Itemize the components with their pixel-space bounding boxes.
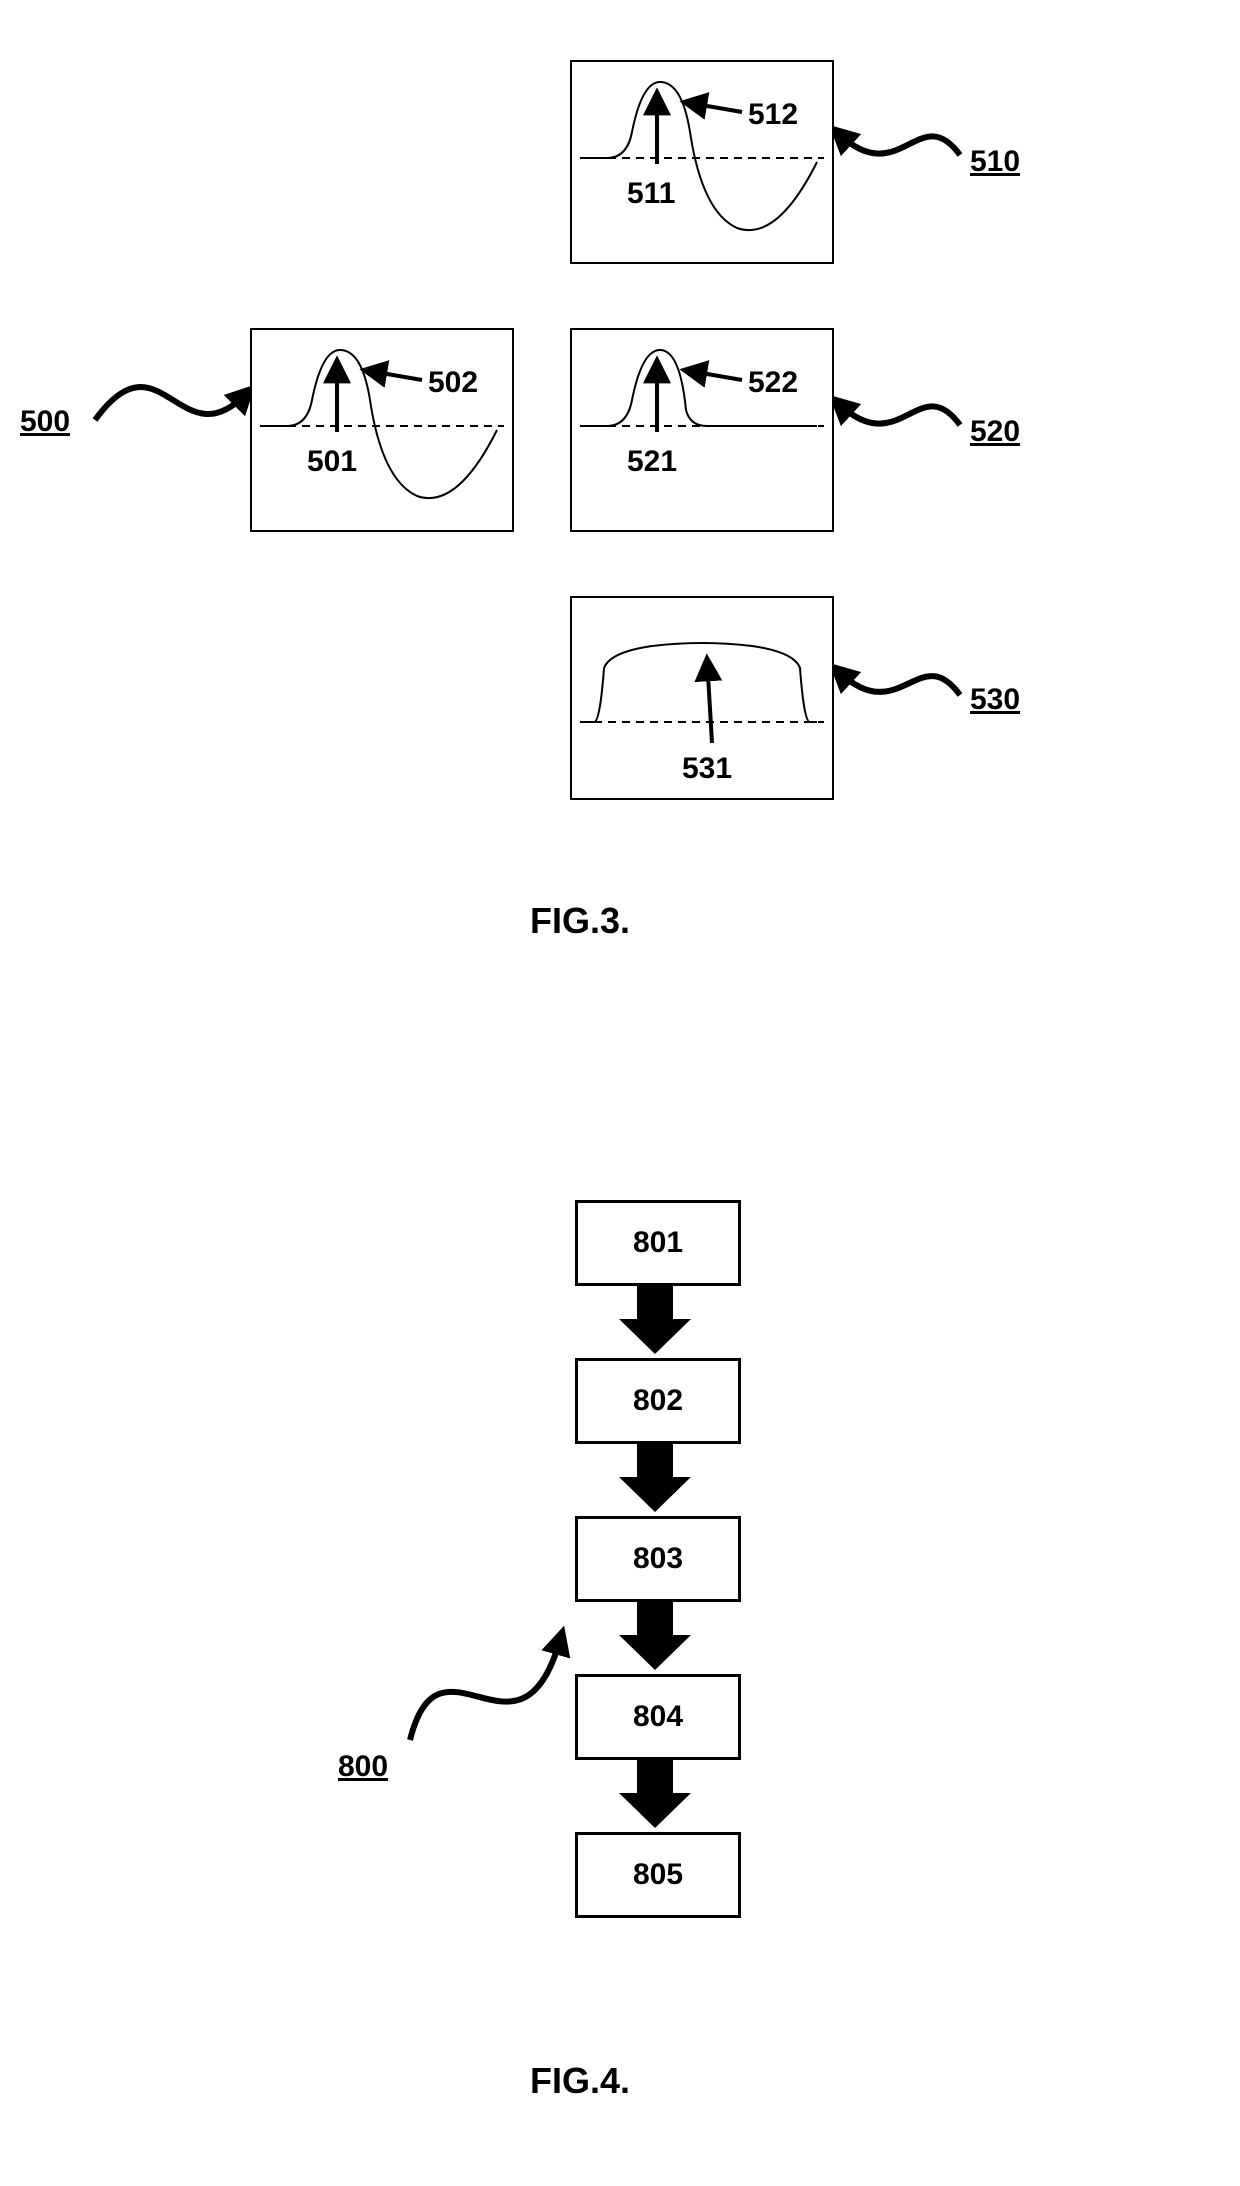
flow-step-805: 805 bbox=[575, 1832, 741, 1918]
svg-text:531: 531 bbox=[682, 752, 732, 785]
svg-text:512: 512 bbox=[748, 98, 798, 131]
waveform-panel-500: 501 502 bbox=[250, 328, 514, 532]
waveform-panel-520: 521 522 bbox=[570, 328, 834, 532]
svg-text:501: 501 bbox=[307, 445, 357, 478]
flow-step-803: 803 bbox=[575, 1516, 741, 1602]
figure-caption-3: FIG.3. bbox=[530, 900, 630, 942]
flow-arrow-icon bbox=[619, 1600, 691, 1670]
waveform-panel-510: 511 512 bbox=[570, 60, 834, 264]
flow-arrow-icon bbox=[619, 1442, 691, 1512]
flow-step-label: 805 bbox=[633, 1858, 683, 1892]
flow-step-label: 801 bbox=[633, 1226, 683, 1260]
flow-arrow-icon bbox=[619, 1758, 691, 1828]
flow-step-804: 804 bbox=[575, 1674, 741, 1760]
ref-label-510: 510 bbox=[970, 145, 1020, 179]
svg-text:522: 522 bbox=[748, 366, 798, 399]
flow-arrow-icon bbox=[619, 1284, 691, 1354]
ref-label-520: 520 bbox=[970, 415, 1020, 449]
waveform-panel-530: 531 bbox=[570, 596, 834, 800]
flow-step-802: 802 bbox=[575, 1358, 741, 1444]
flow-step-label: 804 bbox=[633, 1700, 683, 1734]
ref-label-530: 530 bbox=[970, 683, 1020, 717]
svg-text:521: 521 bbox=[627, 445, 677, 478]
ref-label-500: 500 bbox=[20, 405, 70, 439]
flow-step-label: 802 bbox=[633, 1384, 683, 1418]
flow-step-801: 801 bbox=[575, 1200, 741, 1286]
ref-label-800: 800 bbox=[338, 1750, 388, 1784]
svg-text:511: 511 bbox=[627, 177, 675, 210]
flow-step-label: 803 bbox=[633, 1542, 683, 1576]
svg-text:502: 502 bbox=[428, 366, 478, 399]
figure-caption-4: FIG.4. bbox=[530, 2060, 630, 2102]
